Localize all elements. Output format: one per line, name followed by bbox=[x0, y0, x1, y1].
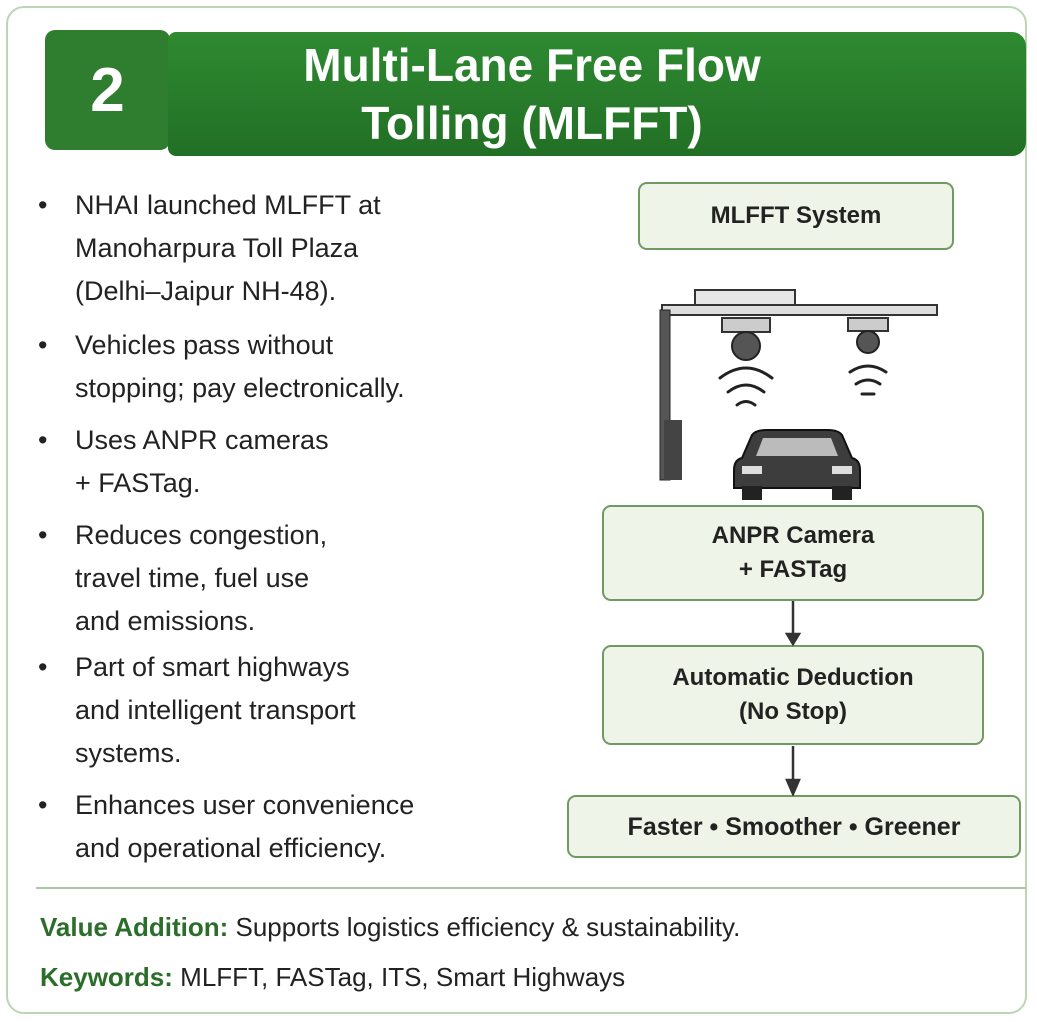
bullet-text: Reduces congestion, bbox=[75, 520, 327, 551]
bullet-dot: • bbox=[38, 652, 47, 683]
flow-label: + FASTag bbox=[739, 553, 847, 587]
bullet-text: systems. bbox=[75, 738, 182, 769]
bullet-dot: • bbox=[38, 520, 47, 551]
bullet-text: NHAI launched MLFFT at bbox=[75, 190, 381, 221]
infographic: 2 Multi-Lane Free Flow Tolling (MLFFT) •… bbox=[0, 0, 1037, 1022]
bullet-dot: • bbox=[38, 330, 47, 361]
value-text: Supports logistics efficiency & sustaina… bbox=[236, 912, 741, 942]
title-line: Tolling (MLFFT) bbox=[168, 94, 1026, 152]
bullet-text: and intelligent transport bbox=[75, 695, 356, 726]
system-box: MLFFT System bbox=[638, 182, 954, 250]
flow-label: ANPR Camera bbox=[712, 519, 875, 553]
bullet-text: Uses ANPR cameras bbox=[75, 425, 329, 456]
outcome-box: Faster • Smoother • Greener bbox=[567, 795, 1021, 858]
arrows bbox=[780, 600, 810, 796]
bullet-dot: • bbox=[38, 190, 47, 221]
divider bbox=[36, 887, 1026, 889]
bullet-text: Manoharpura Toll Plaza bbox=[75, 233, 358, 264]
value-addition: Value Addition: Supports logistics effic… bbox=[40, 912, 740, 943]
system-label: MLFFT System bbox=[711, 199, 882, 233]
bullet-text: and operational efficiency. bbox=[75, 833, 386, 864]
bullet-dot: • bbox=[38, 425, 47, 456]
gantry-illustration bbox=[650, 280, 950, 505]
bullet-text: and emissions. bbox=[75, 606, 255, 637]
keywords: Keywords: MLFFT, FASTag, ITS, Smart High… bbox=[40, 962, 625, 993]
bullet-text: Enhances user convenience bbox=[75, 790, 414, 821]
outcome-label: Faster • Smoother • Greener bbox=[628, 810, 961, 844]
bullet-dot: • bbox=[38, 790, 47, 821]
flow-box: ANPR Camera + FASTag bbox=[602, 505, 984, 601]
title-line: Multi-Lane Free Flow bbox=[168, 36, 1026, 94]
keywords-text: MLFFT, FASTag, ITS, Smart Highways bbox=[180, 962, 625, 992]
value-label: Value Addition: bbox=[40, 912, 228, 942]
bullet-text: stopping; pay electronically. bbox=[75, 373, 405, 404]
keywords-label: Keywords: bbox=[40, 962, 173, 992]
section-number: 2 bbox=[45, 30, 170, 150]
bullet-text: Vehicles pass without bbox=[75, 330, 333, 361]
title-bar: Multi-Lane Free Flow Tolling (MLFFT) bbox=[168, 32, 1026, 156]
bullet-text: + FASTag. bbox=[75, 468, 200, 499]
bullet-text: (Delhi–Jaipur NH-48). bbox=[75, 276, 336, 307]
bullet-text: Part of smart highways bbox=[75, 652, 350, 683]
bullet-text: travel time, fuel use bbox=[75, 563, 309, 594]
